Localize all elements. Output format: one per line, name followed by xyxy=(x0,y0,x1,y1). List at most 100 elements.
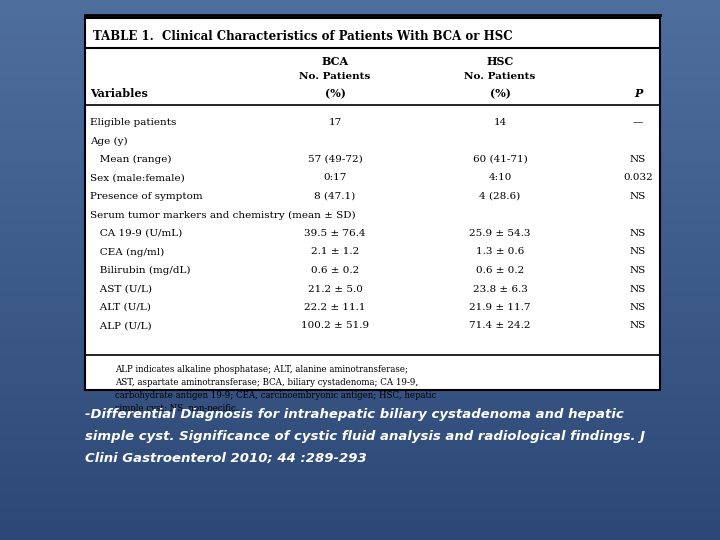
Bar xyxy=(0,108,720,111)
Text: No. Patients: No. Patients xyxy=(300,72,371,81)
Bar xyxy=(0,270,720,273)
Bar xyxy=(0,508,720,510)
Bar xyxy=(0,497,720,500)
Bar xyxy=(0,167,720,170)
Bar xyxy=(0,181,720,184)
Text: NS: NS xyxy=(630,247,646,256)
Text: 23.8 ± 6.3: 23.8 ± 6.3 xyxy=(472,285,528,294)
Bar xyxy=(0,286,720,289)
Bar xyxy=(0,340,720,343)
Bar xyxy=(0,216,720,219)
Bar xyxy=(0,14,720,16)
Bar xyxy=(0,505,720,508)
Text: NS: NS xyxy=(630,303,646,312)
Text: 57 (49-72): 57 (49-72) xyxy=(307,155,362,164)
Bar xyxy=(0,367,720,370)
Text: 14: 14 xyxy=(493,118,507,127)
Bar xyxy=(0,235,720,238)
Bar xyxy=(0,27,720,30)
Text: 0.6 ± 0.2: 0.6 ± 0.2 xyxy=(476,266,524,275)
Bar xyxy=(0,289,720,292)
Bar xyxy=(0,194,720,197)
Text: Mean (range): Mean (range) xyxy=(90,155,171,164)
Bar xyxy=(0,154,720,157)
Bar xyxy=(0,105,720,108)
Bar xyxy=(0,526,720,529)
Bar xyxy=(0,267,720,270)
Bar xyxy=(0,0,720,3)
Text: TABLE 1.  Clinical Characteristics of Patients With BCA or HSC: TABLE 1. Clinical Characteristics of Pat… xyxy=(93,30,513,43)
Text: CEA (ng/ml): CEA (ng/ml) xyxy=(90,247,164,256)
Bar xyxy=(0,200,720,202)
Bar xyxy=(0,405,720,408)
Bar xyxy=(0,521,720,524)
Bar xyxy=(0,513,720,516)
Bar xyxy=(0,308,720,310)
Text: NS: NS xyxy=(630,229,646,238)
Bar xyxy=(0,243,720,246)
Bar xyxy=(0,478,720,481)
Bar xyxy=(0,516,720,518)
Bar xyxy=(0,262,720,265)
Bar xyxy=(0,364,720,367)
Bar xyxy=(0,394,720,397)
Bar xyxy=(0,472,720,475)
Bar xyxy=(0,494,720,497)
Text: 21.2 ± 5.0: 21.2 ± 5.0 xyxy=(307,285,362,294)
Bar xyxy=(0,49,720,51)
Bar xyxy=(0,151,720,154)
Bar xyxy=(0,319,720,321)
Bar xyxy=(0,440,720,443)
Text: P: P xyxy=(634,88,642,99)
Bar xyxy=(0,381,720,383)
Bar xyxy=(0,486,720,489)
Bar xyxy=(0,97,720,100)
Bar xyxy=(0,230,720,232)
Bar xyxy=(0,57,720,59)
Text: NS: NS xyxy=(630,321,646,330)
Text: ALT (U/L): ALT (U/L) xyxy=(90,303,151,312)
Bar xyxy=(0,464,720,467)
Text: 21.9 ± 11.7: 21.9 ± 11.7 xyxy=(469,303,531,312)
Text: 0:17: 0:17 xyxy=(323,173,347,183)
Bar xyxy=(0,483,720,486)
Text: carbohydrate antigen 19-9; CEA, carcinoembryonic antigen; HSC, hepatic: carbohydrate antigen 19-9; CEA, carcinoe… xyxy=(115,391,436,400)
Text: 100.2 ± 51.9: 100.2 ± 51.9 xyxy=(301,321,369,330)
Bar xyxy=(0,111,720,113)
Bar xyxy=(0,232,720,235)
Bar xyxy=(0,500,720,502)
Bar xyxy=(0,138,720,140)
Bar xyxy=(0,518,720,521)
Bar xyxy=(0,5,720,8)
Bar xyxy=(0,386,720,389)
Text: Clini Gastroenterol 2010; 44 :289-293: Clini Gastroenterol 2010; 44 :289-293 xyxy=(85,452,366,465)
Bar xyxy=(0,421,720,424)
Bar xyxy=(0,416,720,418)
Bar xyxy=(0,8,720,11)
Bar xyxy=(0,448,720,451)
Bar xyxy=(0,537,720,540)
Bar xyxy=(0,302,720,305)
Bar xyxy=(0,176,720,178)
Bar xyxy=(0,408,720,410)
Bar xyxy=(0,70,720,73)
Bar xyxy=(0,119,720,122)
Bar xyxy=(0,208,720,211)
Text: Sex (male:female): Sex (male:female) xyxy=(90,173,185,183)
Text: 39.5 ± 76.4: 39.5 ± 76.4 xyxy=(305,229,366,238)
Bar xyxy=(0,278,720,281)
Bar xyxy=(0,84,720,86)
Bar xyxy=(0,418,720,421)
Bar xyxy=(0,491,720,494)
Bar xyxy=(0,240,720,243)
Bar xyxy=(0,437,720,440)
Bar xyxy=(0,535,720,537)
Bar xyxy=(0,343,720,346)
Bar xyxy=(0,259,720,262)
Bar xyxy=(0,443,720,445)
Bar xyxy=(0,378,720,381)
Bar xyxy=(0,162,720,165)
Bar xyxy=(0,305,720,308)
Text: 2.1 ± 1.2: 2.1 ± 1.2 xyxy=(311,247,359,256)
Text: simple cyst; NS, non-pecific.: simple cyst; NS, non-pecific. xyxy=(115,404,238,413)
